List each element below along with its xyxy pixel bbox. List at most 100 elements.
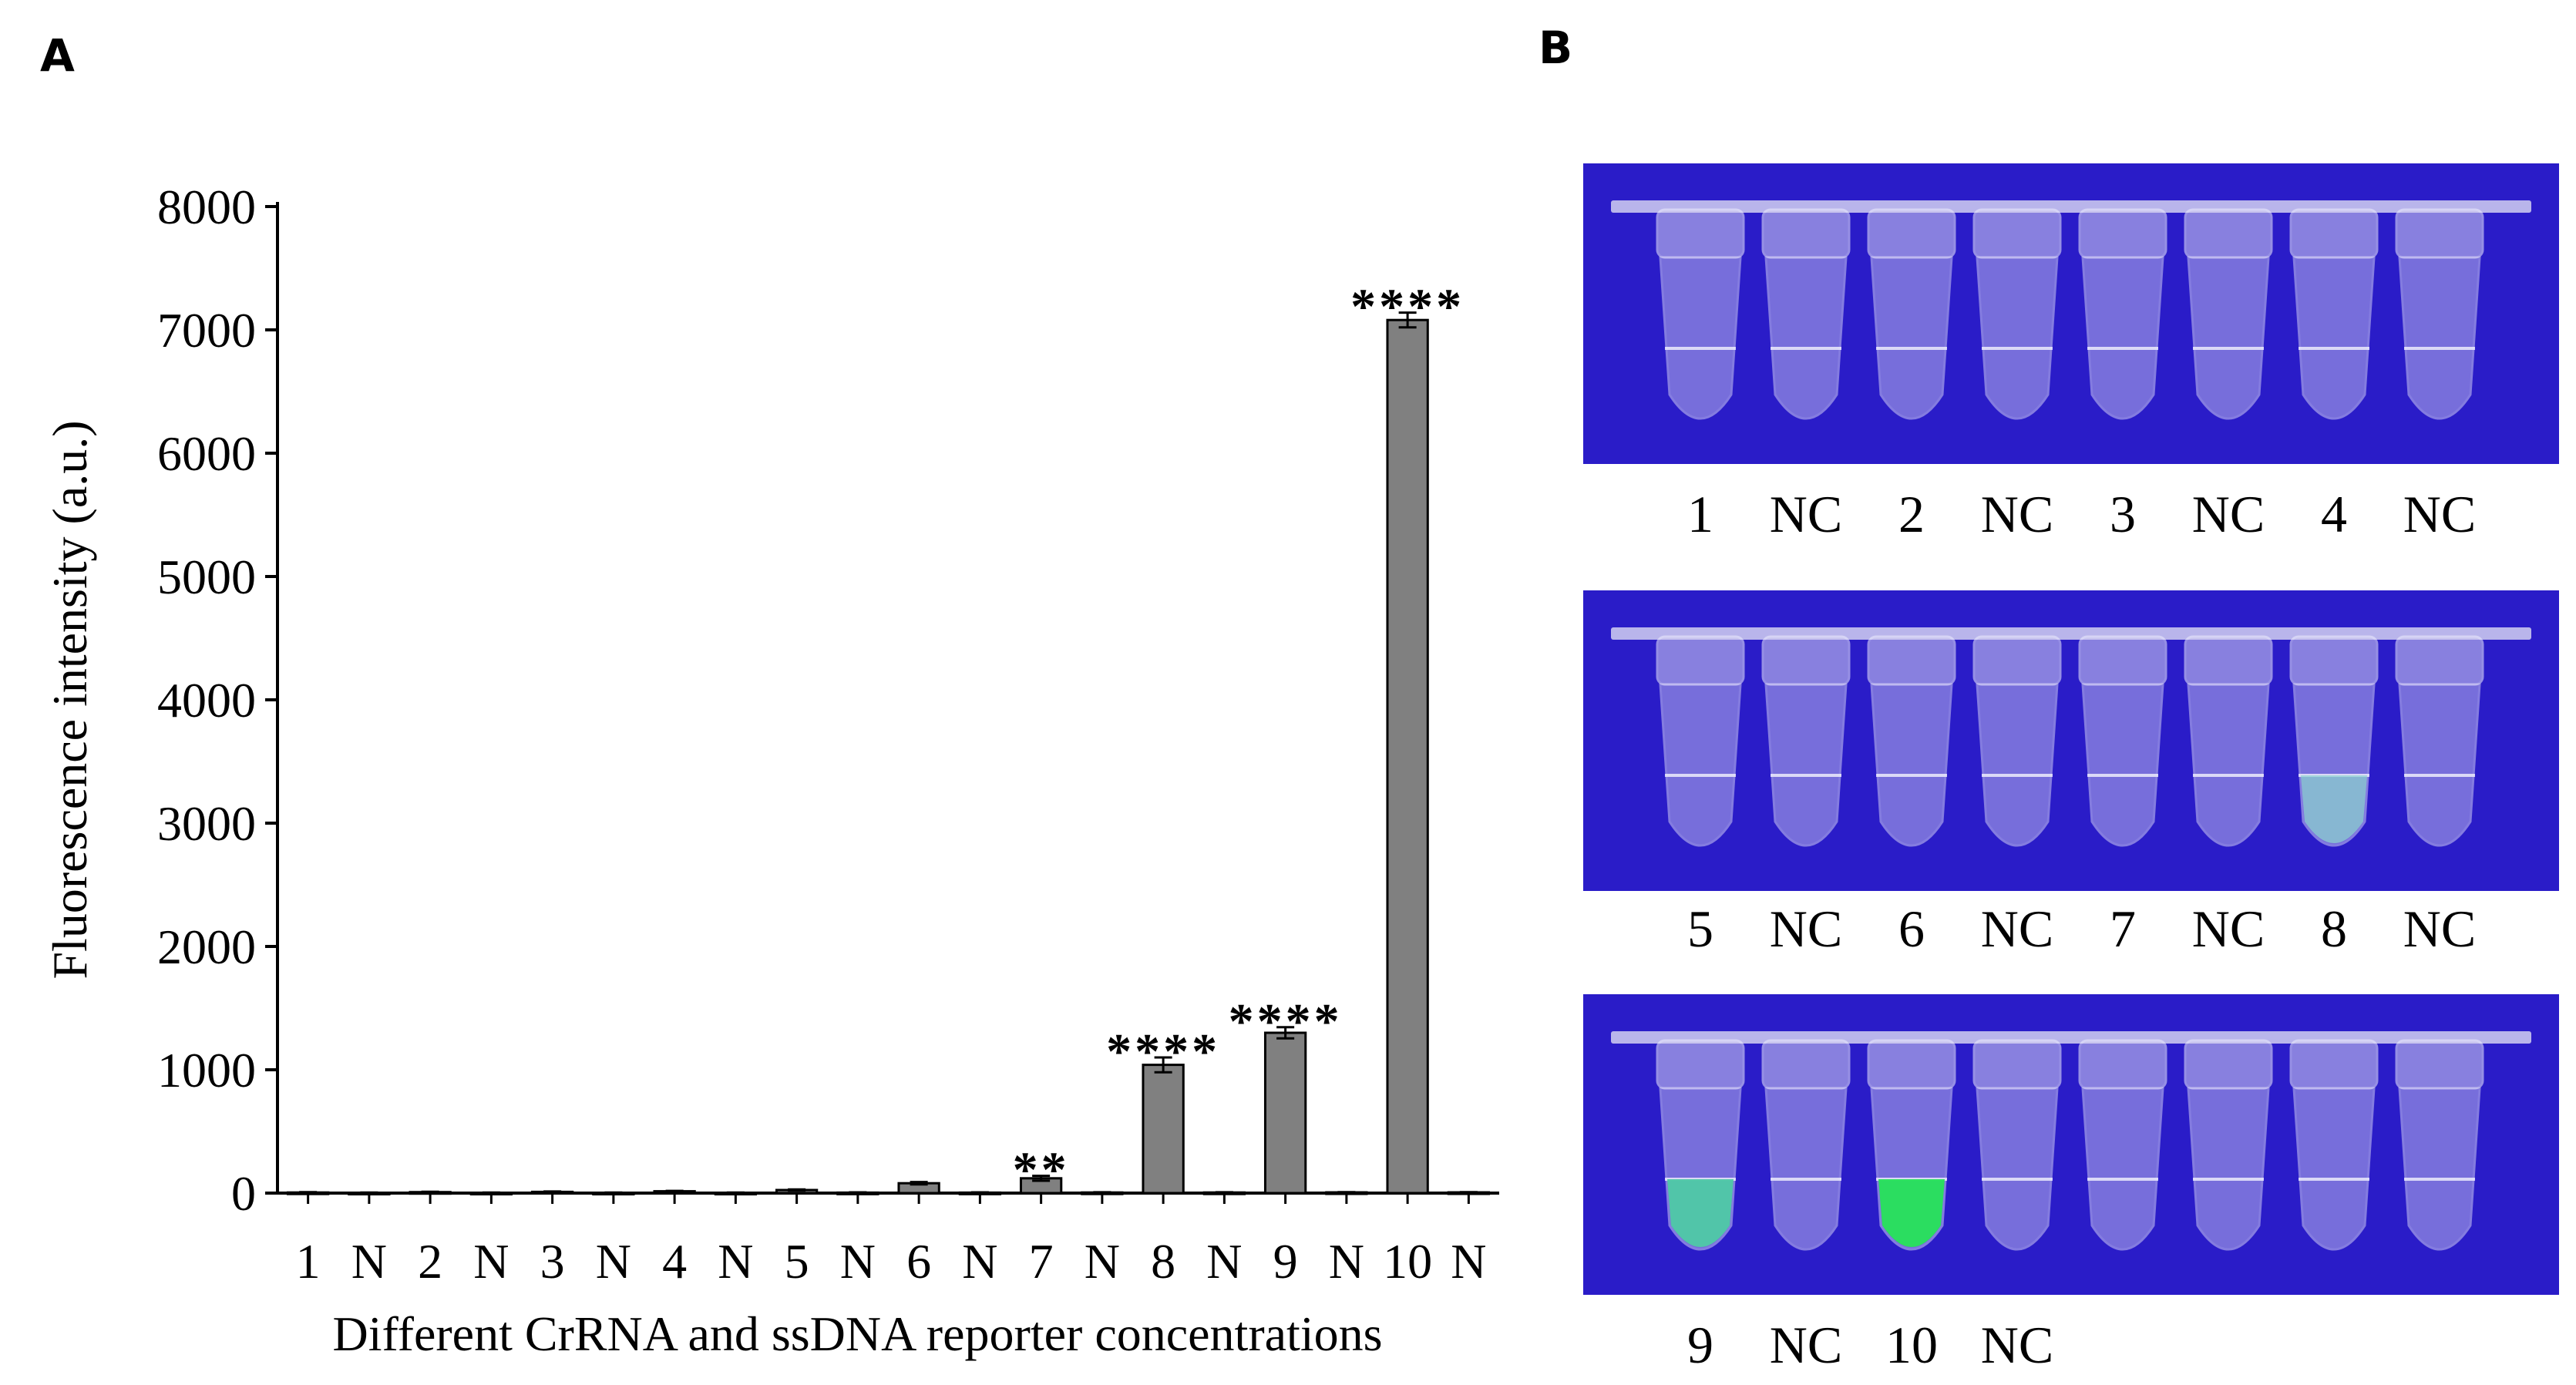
tube-body [1976, 256, 2059, 420]
tube-photo-1 [1583, 163, 2559, 464]
tube-cap [2395, 1039, 2484, 1090]
tube-label: 4 [2321, 485, 2347, 543]
tube-cap [2289, 208, 2379, 259]
tube-body [1764, 1087, 1848, 1251]
x-tick-label: 5 [785, 1234, 809, 1289]
tube-body [2292, 256, 2376, 420]
tube-cap [2078, 208, 2167, 259]
tube [2395, 635, 2484, 847]
tube-label: 6 [1898, 899, 1925, 958]
tube-cap [1761, 208, 1851, 259]
tube-label: 9 [1687, 1316, 1713, 1374]
tube [1761, 1039, 1851, 1251]
tube-cap [2078, 635, 2167, 686]
tube-label: 5 [1687, 899, 1713, 958]
y-tick-label: 6000 [157, 426, 256, 481]
tube-cap [2395, 635, 2484, 686]
y-tick-label: 8000 [157, 180, 256, 234]
significance-label: **** [1350, 279, 1465, 335]
tube-label: 1 [1687, 485, 1713, 543]
tube [1656, 1039, 1745, 1251]
tube [2289, 1039, 2379, 1251]
x-tick-label: N [840, 1234, 876, 1289]
tube [1656, 208, 1745, 420]
x-tick-label: N [1206, 1234, 1242, 1289]
tube-labels-1: 1 NC 2 NC 3 NC 4 NC [1583, 484, 2559, 546]
fluorescent-liquid [1667, 1179, 1734, 1247]
tube-cap [2078, 1039, 2167, 1090]
tube [2184, 1039, 2273, 1251]
tube-cap [2289, 1039, 2379, 1090]
tube [2184, 208, 2273, 420]
significance-label: **** [1106, 1024, 1220, 1080]
tube-body [1659, 256, 1742, 420]
tube-cap [1761, 1039, 1851, 1090]
x-tick-label: 9 [1273, 1234, 1298, 1289]
tube-body [2398, 1087, 2481, 1251]
tube-label: NC [1769, 1316, 1843, 1374]
x-tick-label: N [473, 1234, 509, 1289]
tube-body [2081, 1087, 2164, 1251]
tube-body [1976, 1087, 2059, 1251]
panel-label-b: B [1539, 22, 1573, 74]
tube-label: NC [1980, 899, 2054, 958]
bar [1386, 318, 1429, 1195]
tube-cap [1867, 208, 1956, 259]
x-tick-label: 3 [540, 1234, 565, 1289]
tube-label: 8 [2321, 899, 2347, 958]
x-tick-label: N [1085, 1234, 1120, 1289]
tube-cap [2184, 208, 2273, 259]
tube-body [2081, 256, 2164, 420]
tube-label: 7 [2110, 899, 2136, 958]
x-tick-label: N [596, 1234, 631, 1289]
tube-label: NC [1769, 899, 1843, 958]
tube-cap [1972, 1039, 2062, 1090]
bar [1263, 1031, 1307, 1195]
tube-cap [1867, 1039, 1956, 1090]
x-tick-label: N [351, 1234, 387, 1289]
y-tick-label: 1000 [157, 1043, 256, 1098]
tube-body [2081, 683, 2164, 847]
tube-label: NC [2403, 485, 2477, 543]
tube-cap [2395, 208, 2484, 259]
tube-cap [1867, 635, 1956, 686]
fluorescent-liquid [2301, 775, 2367, 843]
tube-strip-bar [1611, 1031, 2531, 1044]
tube-body [1870, 256, 1953, 420]
tube [2078, 208, 2167, 420]
y-tick-label: 7000 [157, 303, 256, 358]
tube-photo-2 [1583, 590, 2559, 891]
tube-labels-2: 5 NC 6 NC 7 NC 8 NC [1583, 899, 2559, 960]
tube [1656, 635, 1745, 847]
x-tick-label: 6 [906, 1234, 931, 1289]
tube [1761, 208, 1851, 420]
tube-cap [1761, 635, 1851, 686]
y-tick-label: 5000 [157, 550, 256, 604]
x-tick-label: N [1451, 1234, 1486, 1289]
tube-body [1764, 683, 1848, 847]
tube [1972, 1039, 2062, 1251]
x-tick-label: N [1329, 1234, 1364, 1289]
fluorescent-liquid [1878, 1179, 1945, 1247]
tube-cap [1656, 1039, 1745, 1090]
tube-label: NC [1980, 485, 2054, 543]
tube-cap [2184, 635, 2273, 686]
tube-body [2187, 256, 2270, 420]
tube [2078, 1039, 2167, 1251]
x-tick-label: 10 [1383, 1234, 1432, 1289]
bar [1142, 1064, 1185, 1195]
y-axis-title: Fluorescence intensity (a.u.) [42, 420, 97, 979]
tube-body [1659, 683, 1742, 847]
tube-cap [1656, 635, 1745, 686]
y-tick-label: 0 [231, 1166, 256, 1221]
tube [2395, 1039, 2484, 1251]
y-tick-label: 4000 [157, 673, 256, 728]
tube-label: NC [2403, 899, 2477, 958]
x-axis-title: Different CrRNA and ssDNA reporter conce… [332, 1306, 1382, 1361]
tube-cap [2184, 1039, 2273, 1090]
y-tick-label: 2000 [157, 919, 256, 974]
tube-label: 2 [1898, 485, 1925, 543]
x-tick-label: 4 [662, 1234, 687, 1289]
tube-label: 3 [2110, 485, 2136, 543]
